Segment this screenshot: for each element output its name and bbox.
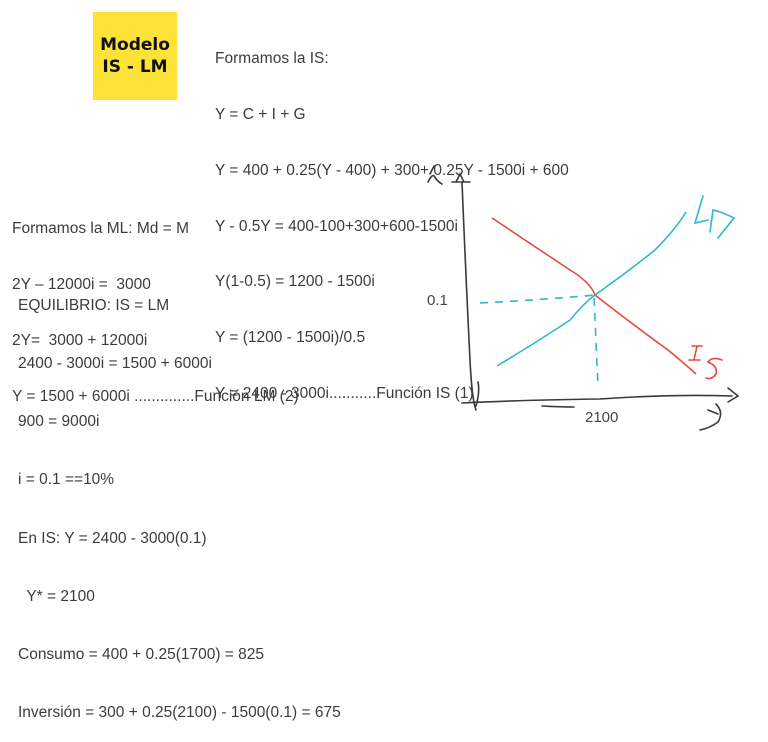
- eq-line: 900 = 9000i: [18, 413, 100, 431]
- model-title-badge: Modelo IS - LM: [93, 12, 177, 100]
- equilibrium-dashed-vertical: [593, 297, 599, 387]
- eq-line: Inversión = 300 + 0.25(2100) - 1500(0.1)…: [18, 704, 341, 722]
- eq-line: EQUILIBRIO: IS = LM: [18, 296, 170, 314]
- badge-line-2: IS - LM: [102, 57, 168, 77]
- lm-curve-label: [693, 195, 736, 239]
- lm-line: Formamos la ML: Md = M: [12, 220, 189, 238]
- is-line: Y - 0.5Y = 400-100+300+600-1500i: [215, 217, 458, 235]
- eq-line: Consumo = 400 + 0.25(1700) = 825: [18, 646, 265, 664]
- is-line: Formamos la IS:: [215, 50, 329, 68]
- eq-line: Y* = 2100: [18, 587, 95, 605]
- is-line: Y = C + I + G: [215, 105, 306, 123]
- is-line: Y(1-0.5) = 1200 - 1500i: [215, 273, 375, 291]
- is-derivation: Formamos la IS: Y = C + I + G Y = 400 + …: [215, 13, 569, 422]
- lm-derivation: Formamos la ML: Md = M 2Y – 12000i = 300…: [12, 183, 299, 425]
- eq-line: i = 0.1 ==10%: [18, 471, 115, 489]
- equilibrium-derivation: EQUILIBRIO: IS = LM 2400 - 3000i = 1500 …: [18, 257, 341, 742]
- eq-line: 2400 - 3000i = 1500 + 6000i: [18, 355, 212, 373]
- lm-line: 2Y= 3000 + 12000i: [12, 331, 148, 349]
- eq-line: En IS: Y = 2400 - 3000(0.1): [18, 529, 207, 547]
- y-axis: [451, 172, 480, 411]
- y-tick-0-1: 0.1: [427, 292, 448, 309]
- is-line: Y = (1200 - 1500i)/0.5: [215, 329, 366, 347]
- x-axis: [461, 387, 740, 431]
- is-curve-label: [688, 345, 723, 380]
- lm-line: Y = 1500 + 6000i ..............Función L…: [12, 387, 299, 405]
- badge-line-1: Modelo: [100, 35, 170, 55]
- is-line: Y = 2400 - 3000i...........Función IS (1…: [215, 384, 474, 402]
- equilibrium-dashed-horizontal: [479, 294, 596, 304]
- lm-curve: [496, 211, 687, 367]
- is-lm-graph: 0.1 2100: [427, 165, 740, 431]
- is-line: Y = 400 + 0.25(Y - 400) + 300+ 0.25Y - 1…: [215, 161, 569, 179]
- y-axis-label-i: [427, 165, 443, 185]
- lm-line: 2Y – 12000i = 3000: [12, 275, 151, 293]
- x-tick-2100: 2100: [585, 409, 618, 426]
